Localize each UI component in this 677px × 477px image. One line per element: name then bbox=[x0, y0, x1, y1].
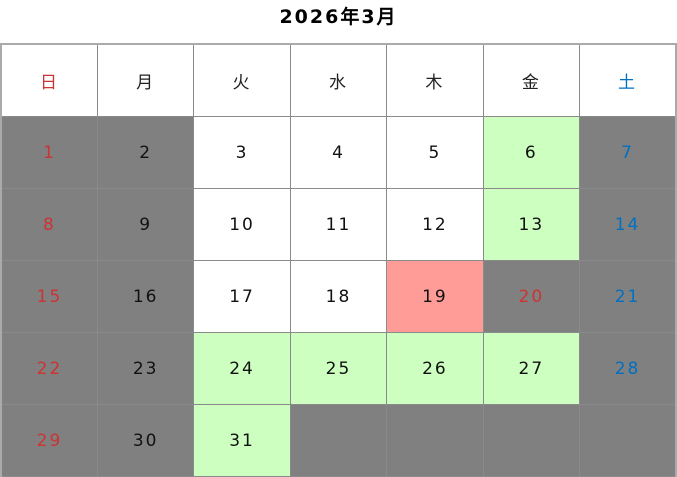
day-cell-27[interactable]: 27 bbox=[482, 332, 581, 405]
day-cell-15[interactable]: 15 bbox=[0, 260, 98, 333]
weekday-header-sun: 日 bbox=[0, 43, 98, 117]
day-cell-8[interactable]: 8 bbox=[0, 188, 98, 261]
day-cell-21[interactable]: 21 bbox=[579, 260, 677, 333]
day-cell-6[interactable]: 6 bbox=[482, 116, 581, 189]
week-row: 22 23 24 25 26 27 28 bbox=[0, 332, 677, 405]
day-cell-10[interactable]: 10 bbox=[193, 188, 291, 261]
day-cell-9[interactable]: 9 bbox=[96, 188, 195, 261]
day-cell-26[interactable]: 26 bbox=[386, 332, 484, 405]
empty-cell bbox=[482, 404, 581, 477]
day-cell-12[interactable]: 12 bbox=[386, 188, 484, 261]
day-cell-20[interactable]: 20 bbox=[482, 260, 581, 333]
weekday-header-tue: 火 bbox=[193, 43, 291, 117]
day-cell-14[interactable]: 14 bbox=[579, 188, 677, 261]
day-cell-23[interactable]: 23 bbox=[96, 332, 195, 405]
day-cell-19[interactable]: 19 bbox=[386, 260, 484, 333]
day-cell-31[interactable]: 31 bbox=[193, 404, 291, 477]
day-cell-30[interactable]: 30 bbox=[96, 404, 195, 477]
day-cell-11[interactable]: 11 bbox=[289, 188, 388, 261]
day-cell-18[interactable]: 18 bbox=[289, 260, 388, 333]
day-cell-4[interactable]: 4 bbox=[289, 116, 388, 189]
day-cell-29[interactable]: 29 bbox=[0, 404, 98, 477]
empty-cell bbox=[386, 404, 484, 477]
day-cell-28[interactable]: 28 bbox=[579, 332, 677, 405]
day-cell-7[interactable]: 7 bbox=[579, 116, 677, 189]
calendar-body: 1 2 3 4 5 6 7 8 9 10 11 12 13 14 15 16 17 18 19 20 21 22 23 24 2… bbox=[0, 116, 677, 477]
day-cell-16[interactable]: 16 bbox=[96, 260, 195, 333]
calendar-title: 2026年3月 bbox=[279, 6, 398, 28]
day-cell-13[interactable]: 13 bbox=[482, 188, 581, 261]
weekday-header-wed: 水 bbox=[289, 43, 388, 117]
day-cell-17[interactable]: 17 bbox=[193, 260, 291, 333]
calendar-grid: 日月火水木金土 1 2 3 4 5 6 7 8 9 10 11 12 13 14 15 16 17 18 19 20 2… bbox=[0, 43, 677, 477]
day-cell-2[interactable]: 2 bbox=[96, 116, 195, 189]
empty-cell bbox=[579, 404, 677, 477]
week-row: 15 16 17 18 19 20 21 bbox=[0, 260, 677, 333]
weekday-header-fri: 金 bbox=[482, 43, 581, 117]
week-row: 8 9 10 11 12 13 14 bbox=[0, 188, 677, 261]
empty-cell bbox=[289, 404, 388, 477]
weekday-header-sat: 土 bbox=[579, 43, 677, 117]
weekday-header-mon: 月 bbox=[96, 43, 195, 117]
day-cell-22[interactable]: 22 bbox=[0, 332, 98, 405]
day-cell-3[interactable]: 3 bbox=[193, 116, 291, 189]
day-cell-24[interactable]: 24 bbox=[193, 332, 291, 405]
weekday-header-thu: 木 bbox=[386, 43, 484, 117]
day-cell-5[interactable]: 5 bbox=[386, 116, 484, 189]
day-cell-25[interactable]: 25 bbox=[289, 332, 388, 405]
day-cell-1[interactable]: 1 bbox=[0, 116, 98, 189]
weekday-header-row: 日月火水木金土 bbox=[0, 43, 677, 117]
week-row: 29 30 31 bbox=[0, 404, 677, 477]
